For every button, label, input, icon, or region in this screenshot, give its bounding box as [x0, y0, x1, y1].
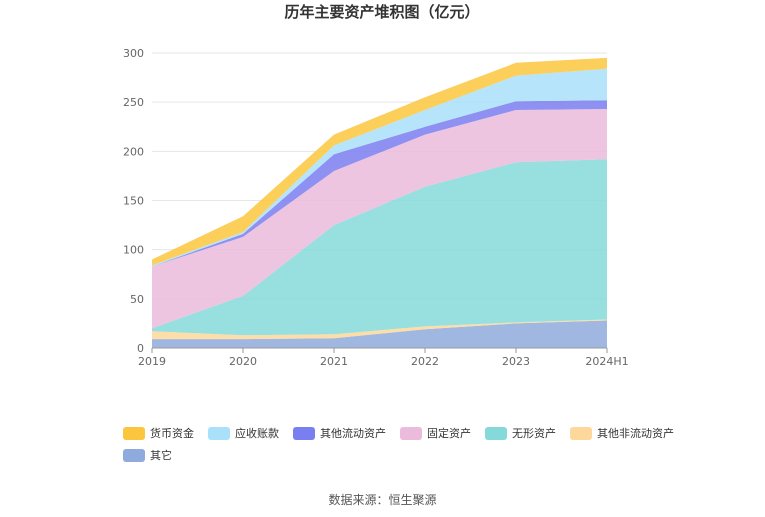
legend-item[interactable]: 应收账款 — [208, 426, 279, 440]
y-tick-label: 200 — [123, 145, 144, 158]
area-series — [152, 57, 607, 348]
y-tick-label: 0 — [137, 342, 144, 355]
legend: 货币资金 应收账款 其他流动资产 固定资产 无形资产 其他非流动资产其它 — [123, 426, 683, 462]
legend-label: 其他非流动资产 — [597, 427, 674, 440]
legend-label: 其他流动资产 — [320, 427, 386, 440]
legend-item[interactable]: 其他非流动资产 — [570, 426, 674, 440]
legend-swatch — [123, 448, 145, 462]
legend-item[interactable]: 其它 — [123, 448, 172, 462]
y-tick-label: 300 — [123, 47, 144, 60]
legend-swatch — [123, 426, 145, 440]
area-应收账款 — [152, 68, 607, 267]
y-tick-label: 250 — [123, 96, 144, 109]
legend-item[interactable]: 固定资产 — [400, 426, 471, 440]
legend-swatch — [485, 426, 507, 440]
legend-label: 固定资产 — [427, 427, 471, 440]
chart-title: 历年主要资产堆积图（亿元） — [284, 3, 479, 21]
x-tick-label: 2020 — [229, 355, 257, 368]
legend-label: 无形资产 — [512, 427, 556, 440]
y-tick-label: 50 — [130, 293, 144, 306]
legend-swatch — [400, 426, 422, 440]
legend-label: 其它 — [150, 449, 172, 462]
legend-item[interactable]: 无形资产 — [485, 426, 556, 440]
legend-swatch — [293, 426, 315, 440]
y-tick-label: 100 — [123, 244, 144, 257]
area-无形资产 — [152, 159, 607, 336]
x-tick-label: 2024H1 — [585, 355, 628, 368]
x-tick-label: 2019 — [138, 355, 166, 368]
area-其他非流动资产 — [152, 319, 607, 340]
legend-swatch — [208, 426, 230, 440]
legend-label: 应收账款 — [235, 427, 279, 440]
legend-label: 货币资金 — [150, 427, 194, 440]
legend-swatch — [570, 426, 592, 440]
legend-item[interactable]: 货币资金 — [123, 426, 194, 440]
y-tick-label: 150 — [123, 195, 144, 208]
legend-item[interactable]: 其他流动资产 — [293, 426, 386, 440]
area-货币资金 — [152, 57, 607, 266]
area-固定资产 — [152, 109, 607, 329]
x-tick-label: 2022 — [411, 355, 439, 368]
data-source: 数据来源：恒生聚源 — [328, 493, 437, 507]
x-tick-label: 2023 — [502, 355, 530, 368]
stacked-area-chart: 历年主要资产堆积图（亿元） 0 50 100 150 200 250 300 2019 2020… — [123, 3, 629, 368]
area-其它 — [152, 320, 607, 348]
axes: 0 50 100 150 200 250 300 2019 2020 2021 2022 2023 20… — [123, 47, 629, 368]
x-tick-label: 2021 — [320, 355, 348, 368]
